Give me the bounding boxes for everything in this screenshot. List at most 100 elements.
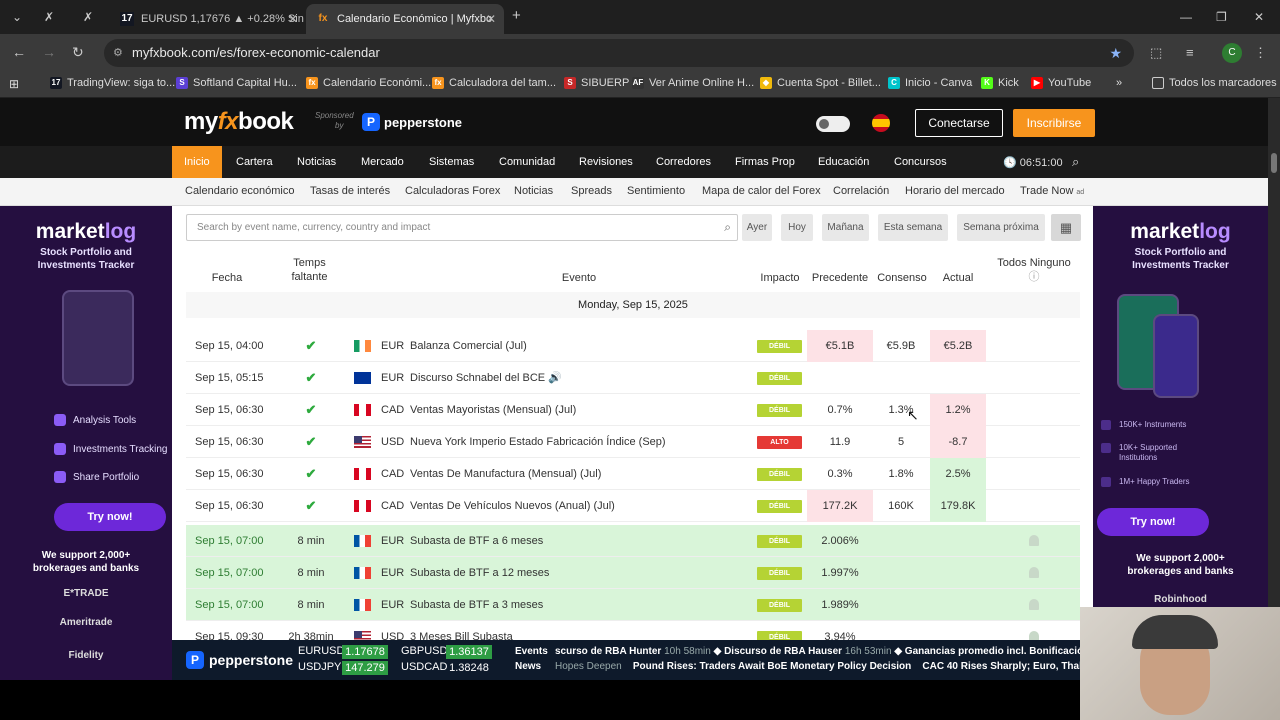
bell-icon[interactable]	[1029, 535, 1039, 546]
new-tab-icon[interactable]: +	[512, 7, 521, 24]
page-scrollbar[interactable]	[1268, 98, 1280, 680]
row-event[interactable]: Discurso Schnabel del BCE 🔊	[410, 372, 562, 384]
ad-support2: brokerages and banks	[1127, 566, 1234, 577]
dark-mode-toggle[interactable]	[816, 116, 850, 132]
filter-tomorrow-button[interactable]: Mañana	[822, 214, 869, 241]
subnav-item-7[interactable]: Correlación	[833, 185, 889, 197]
pinned-tab-tradingview-icon[interactable]: ✗	[83, 10, 94, 24]
nav-item-5[interactable]: Comunidad	[499, 156, 556, 168]
bookmark-item[interactable]: S Softland Capital Hu...	[176, 77, 297, 89]
table-row: Sep 15, 07:00 8 min EUR Subasta de BTF a 12…	[186, 557, 1080, 589]
all-bookmarks[interactable]: Todos los marcadores	[1152, 77, 1277, 89]
myfxbook-logo[interactable]: myfxbook	[184, 108, 294, 136]
row-event[interactable]: Ventas Mayoristas (Mensual) (Jul)	[410, 404, 577, 416]
filter-next-week-button[interactable]: Semana próxima	[957, 214, 1045, 241]
scrollbar-thumb[interactable]	[1271, 153, 1277, 173]
row-event[interactable]: Nueva York Imperio Estado Fabricación Ín…	[410, 436, 666, 448]
close-tab-icon[interactable]: ✕	[287, 12, 298, 26]
subnav-item-9[interactable]: Trade Now ad	[1020, 185, 1084, 197]
nav-item-6[interactable]: Revisiones	[579, 156, 633, 168]
minimize-icon[interactable]: —	[1180, 10, 1192, 24]
subnav-item-1[interactable]: Tasas de interés	[310, 185, 390, 197]
close-tab-icon[interactable]: ✕	[485, 12, 496, 26]
reload-icon[interactable]: ↻	[72, 44, 84, 60]
marketlog-ad-left[interactable]: marketlog Stock Portfolio and Investments…	[0, 206, 172, 680]
bell-icon[interactable]	[1029, 567, 1039, 578]
nav-item-4[interactable]: Sistemas	[429, 156, 475, 168]
nav-item-10[interactable]: Concursos	[894, 156, 947, 168]
bookmark-item[interactable]: ◆ Cuenta Spot - Billet...	[760, 77, 881, 89]
all-bookmarks-label: Todos los marcadores	[1169, 77, 1277, 89]
logo-fx: fx	[217, 108, 239, 135]
forward-icon[interactable]: →	[42, 44, 56, 60]
subnav-item-4[interactable]: Spreads	[571, 185, 612, 197]
nav-item-1[interactable]: Cartera	[236, 156, 273, 168]
subnav-item-3[interactable]: Noticias	[514, 185, 553, 197]
more-bookmarks-icon[interactable]: »	[1116, 77, 1123, 89]
try-now-button[interactable]: Try now!	[1097, 508, 1209, 536]
spain-flag-icon[interactable]	[872, 114, 890, 132]
restore-icon[interactable]: ❐	[1216, 10, 1227, 24]
nav-item-7[interactable]: Corredores	[656, 156, 712, 168]
bell-icon[interactable]	[1029, 631, 1039, 642]
bookmark-item[interactable]: AF Ver Anime Online H...	[632, 77, 754, 89]
nav-item-8[interactable]: Firmas Prop	[735, 156, 795, 168]
nav-item-9[interactable]: Educación	[818, 156, 870, 168]
filter-today-button[interactable]: Hoy	[781, 214, 813, 241]
nav-item-3[interactable]: Mercado	[361, 156, 404, 168]
login-button[interactable]: Conectarse	[915, 109, 1003, 137]
row-event[interactable]: Subasta de BTF a 3 meses	[410, 599, 544, 611]
bookmark-star-icon[interactable]: ★	[1109, 45, 1122, 61]
subnav-item-6[interactable]: Mapa de calor del Forex	[702, 185, 821, 197]
subnav-item-8[interactable]: Horario del mercado	[905, 185, 1005, 197]
signup-button[interactable]: Inscribirse	[1013, 109, 1095, 137]
tab-calendario[interactable]: fx Calendario Económico | Myfxbo ✕	[306, 4, 504, 34]
marketlog-ad-right[interactable]: marketlog Stock Portfolio and Investments…	[1093, 206, 1268, 680]
row-time-left: 8 min	[297, 599, 325, 611]
ad-support1: We support 2,000+	[1136, 553, 1225, 564]
bookmark-item[interactable]: fx Calendario Económi...	[306, 77, 431, 89]
subscribe-none-link[interactable]: Ninguno	[1029, 257, 1071, 269]
search-icon[interactable]: ⌕	[1072, 154, 1080, 169]
pinned-tab-tradingview-icon[interactable]: ✗	[44, 10, 55, 24]
subnav-item-0[interactable]: Calendario económico	[185, 185, 294, 197]
extensions-icon[interactable]: ⬚	[1150, 45, 1163, 60]
nav-item-0[interactable]: Inicio	[172, 146, 222, 178]
apps-icon[interactable]: ⊞	[9, 77, 20, 91]
row-event[interactable]: Subasta de BTF a 12 meses	[410, 567, 550, 579]
row-event[interactable]: Ventas De Vehículos Nuevos (Anual) (Jul)	[410, 500, 615, 512]
media-icon[interactable]: ≡	[1186, 45, 1194, 60]
menu-icon[interactable]: ⋮	[1254, 45, 1267, 60]
close-window-icon[interactable]: ✕	[1254, 10, 1265, 24]
bookmark-label: Softland Capital Hu...	[193, 77, 297, 89]
try-now-button[interactable]: Try now!	[54, 503, 166, 531]
event-search-input[interactable]: Search by event name, currency, country …	[186, 214, 738, 241]
filter-yesterday-button[interactable]: Ayer	[742, 214, 772, 241]
profile-avatar[interactable]: C	[1222, 43, 1242, 63]
calendar-icon[interactable]: ▦	[1051, 214, 1081, 241]
bell-icon[interactable]	[1029, 599, 1039, 610]
row-event[interactable]: Subasta de BTF a 6 meses	[410, 535, 544, 547]
row-event[interactable]: Ventas De Manufactura (Mensual) (Jul)	[410, 468, 602, 480]
tab-eurusd[interactable]: 17 EURUSD 1,17676 ▲ +0.28% Sin ✕	[110, 4, 306, 34]
bookmark-item[interactable]: C Inicio - Canva	[888, 77, 972, 89]
subnav-item-2[interactable]: Calculadoras Forex	[405, 185, 500, 197]
site-info-icon[interactable]: ⚙	[113, 47, 123, 59]
back-icon[interactable]: ←	[12, 44, 26, 60]
bookmark-item[interactable]: 17 TradingView: siga to...	[50, 77, 175, 89]
nav-item-2[interactable]: Noticias	[297, 156, 337, 168]
row-cons	[872, 525, 930, 557]
bookmark-item[interactable]: S SIBUERP	[564, 77, 629, 89]
search-icon[interactable]: ⌕	[724, 220, 731, 234]
bookmark-item[interactable]: fx Calculadora del tam...	[432, 77, 556, 89]
row-event[interactable]: Balanza Comercial (Jul)	[410, 340, 527, 352]
subnav-item-5[interactable]: Sentimiento	[627, 185, 685, 197]
tab-search-icon[interactable]: ⌄	[12, 10, 23, 24]
bookmark-item[interactable]: K Kick	[981, 77, 1019, 89]
subscribe-all-link[interactable]: Todos	[997, 257, 1027, 269]
address-bar[interactable]: ⚙ myfxbook.com/es/forex-economic-calenda…	[104, 39, 1134, 67]
bookmark-item[interactable]: ▶ YouTube	[1031, 77, 1091, 89]
filter-this-week-button[interactable]: Esta semana	[878, 214, 948, 241]
